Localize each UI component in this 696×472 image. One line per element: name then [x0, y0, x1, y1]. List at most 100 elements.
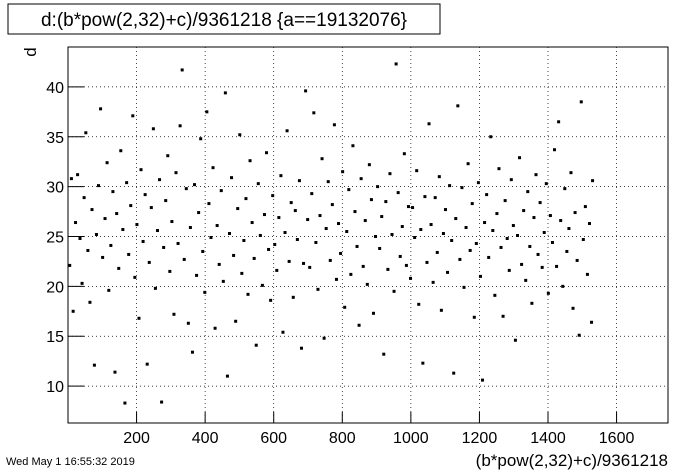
point — [232, 253, 236, 257]
point — [577, 333, 581, 337]
point — [68, 263, 72, 267]
point — [244, 197, 248, 201]
point — [559, 219, 563, 223]
point — [164, 199, 168, 203]
point — [193, 183, 197, 187]
point — [400, 225, 404, 229]
point — [487, 255, 491, 259]
point — [587, 222, 591, 226]
point — [433, 196, 437, 200]
point — [402, 152, 406, 156]
point — [320, 157, 324, 161]
point — [76, 173, 80, 177]
point — [223, 91, 227, 95]
point — [518, 156, 522, 160]
point — [242, 238, 246, 242]
point — [168, 269, 172, 273]
point — [462, 285, 466, 289]
point — [186, 321, 190, 325]
x-tick-label: 1400 — [530, 430, 566, 447]
point — [339, 251, 343, 255]
point — [464, 226, 468, 230]
point — [86, 248, 90, 252]
point — [431, 280, 435, 284]
point — [160, 400, 164, 404]
point — [297, 179, 301, 183]
point — [361, 264, 365, 268]
point — [158, 178, 162, 182]
point — [563, 187, 567, 191]
plot-frame — [67, 46, 669, 424]
point — [252, 256, 256, 260]
point — [491, 229, 495, 233]
point — [540, 265, 544, 269]
x-tick-label: 600 — [260, 430, 287, 447]
point — [528, 244, 532, 248]
point — [509, 178, 513, 182]
point — [538, 201, 542, 205]
point — [427, 122, 431, 126]
point — [466, 162, 470, 166]
point — [143, 193, 147, 197]
point — [546, 291, 550, 295]
point — [111, 190, 115, 194]
point — [109, 243, 113, 247]
y-tick-label: 30 — [46, 180, 64, 197]
point — [334, 277, 338, 281]
point — [230, 176, 234, 180]
point — [421, 361, 425, 365]
point — [534, 173, 538, 177]
point — [446, 270, 450, 274]
point — [561, 284, 565, 288]
point — [513, 338, 517, 342]
point — [590, 320, 594, 324]
point — [511, 224, 515, 228]
point — [351, 144, 355, 148]
point — [306, 218, 310, 222]
point — [174, 171, 178, 175]
point — [240, 271, 244, 275]
point — [347, 188, 351, 192]
point — [273, 242, 277, 246]
point — [495, 212, 499, 216]
point — [71, 309, 75, 313]
point — [105, 161, 109, 165]
point — [429, 223, 433, 227]
point — [271, 194, 275, 198]
point — [520, 262, 524, 266]
point — [94, 233, 98, 237]
point — [441, 232, 445, 236]
point — [283, 231, 287, 235]
point — [443, 208, 447, 212]
point — [277, 216, 281, 220]
point — [80, 281, 84, 285]
point — [555, 264, 559, 268]
point — [394, 62, 398, 66]
point — [483, 221, 487, 225]
point — [291, 295, 295, 299]
point — [211, 166, 215, 170]
point — [355, 244, 359, 248]
point — [472, 315, 476, 319]
point — [544, 182, 548, 186]
point — [374, 234, 378, 238]
point — [571, 306, 575, 310]
point — [384, 200, 388, 204]
point — [119, 149, 123, 153]
point — [425, 260, 429, 264]
point — [398, 254, 402, 258]
point — [155, 229, 159, 233]
point — [209, 235, 213, 239]
point — [97, 184, 101, 188]
point — [503, 199, 507, 203]
chart-title: d:(b*pow(2,32)+c)/9361218 {a==19132076} — [41, 10, 407, 31]
point — [302, 261, 306, 265]
point — [458, 257, 462, 261]
point — [304, 89, 308, 93]
point — [258, 233, 262, 237]
point — [522, 209, 526, 213]
point — [133, 275, 137, 279]
point — [195, 273, 199, 277]
point — [205, 110, 209, 114]
point — [585, 272, 589, 276]
